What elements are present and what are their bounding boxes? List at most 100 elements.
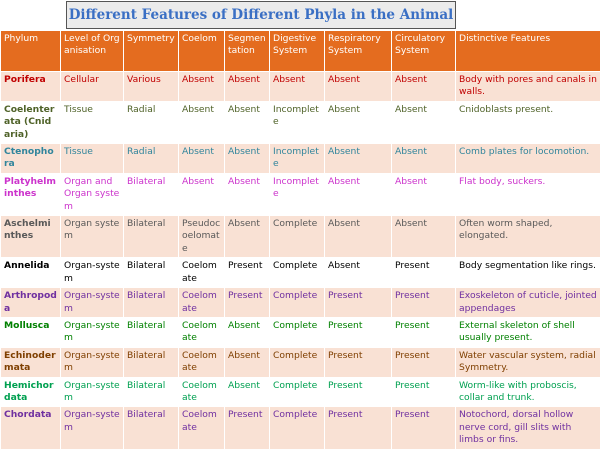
column-header: Coelom <box>179 31 225 72</box>
table-cell: Absent <box>225 377 270 407</box>
phylum-name-cell: Ctenophora <box>1 144 61 174</box>
table-cell: Bilateral <box>124 347 179 377</box>
table-cell: Flat body, suckers. <box>456 173 600 215</box>
phylum-name-cell: Annelida <box>1 258 61 288</box>
table-cell: Absent <box>179 173 225 215</box>
table-cell: Present <box>325 317 392 347</box>
table-cell: Absent <box>225 317 270 347</box>
table-cell: Incomplete <box>270 173 325 215</box>
table-cell: Present <box>225 288 270 318</box>
phylum-name-cell: Arthropoda <box>1 288 61 318</box>
column-header: Segmentation <box>225 31 270 72</box>
table-cell: Coelomate <box>179 288 225 318</box>
table-cell: Absent <box>392 173 456 215</box>
phylum-name-cell: Porifera <box>1 72 61 102</box>
phylum-name-cell: Hemichordata <box>1 377 61 407</box>
table-cell: Present <box>392 347 456 377</box>
table-cell: Tissue <box>61 144 124 174</box>
phylum-name-cell: Mollusca <box>1 317 61 347</box>
column-header: Digestive System <box>270 31 325 72</box>
table-cell: Bilateral <box>124 317 179 347</box>
table-cell: Coelomate <box>179 258 225 288</box>
table-cell: Present <box>392 407 456 449</box>
table-cell: Absent <box>392 216 456 258</box>
table-cell: Present <box>325 288 392 318</box>
table-cell: Complete <box>270 377 325 407</box>
table-cell: Exoskeleton of cuticle, jointed appendag… <box>456 288 600 318</box>
phylum-name-cell: Aschelminthes <box>1 216 61 258</box>
table-cell: Absent <box>392 101 456 143</box>
table-cell: Bilateral <box>124 377 179 407</box>
table-cell: Absent <box>325 144 392 174</box>
table-cell: Absent <box>392 72 456 102</box>
table-cell: Organ-system <box>61 347 124 377</box>
table-cell: Bilateral <box>124 288 179 318</box>
table-cell: Incomplete <box>270 101 325 143</box>
table-cell: Organ-system <box>61 377 124 407</box>
table-cell: Various <box>124 72 179 102</box>
table-cell: Notochord, dorsal hollow nerve cord, gil… <box>456 407 600 449</box>
table-cell: Absent <box>270 72 325 102</box>
table-cell: Absent <box>325 216 392 258</box>
table-cell: Present <box>225 258 270 288</box>
table-cell: Body segmentation like rings. <box>456 258 600 288</box>
column-header: Symmetry <box>124 31 179 72</box>
table-cell: Bilateral <box>124 216 179 258</box>
table-cell: Cellular <box>61 72 124 102</box>
table-cell: Coelomate <box>179 407 225 449</box>
table-cell: Absent <box>225 347 270 377</box>
phylum-name-cell: Coelenterata (Cnidaria) <box>1 101 61 143</box>
table-cell: Absent <box>325 258 392 288</box>
table-cell: Organ and Organ system <box>61 173 124 215</box>
table-cell: Complete <box>270 317 325 347</box>
table-cell: Absent <box>179 144 225 174</box>
table-cell: Absent <box>325 101 392 143</box>
table-cell: Body with pores and canals in walls. <box>456 72 600 102</box>
phylum-name-cell: Chordata <box>1 407 61 449</box>
table-cell: Comb plates for locomotion. <box>456 144 600 174</box>
table-cell: Present <box>392 288 456 318</box>
phylum-name-cell: Echinodermata <box>1 347 61 377</box>
table-cell: Often worm shaped, elongated. <box>456 216 600 258</box>
table-cell: Absent <box>225 101 270 143</box>
phyla-table: Phylum Level of Organisation Symmetry Co… <box>0 30 600 450</box>
table-cell: Complete <box>270 216 325 258</box>
table-cell: Absent <box>179 101 225 143</box>
table-cell: Absent <box>225 173 270 215</box>
table-cell: Absent <box>325 72 392 102</box>
table-cell: Absent <box>325 173 392 215</box>
table-cell: Coelomate <box>179 377 225 407</box>
column-header: Circulatory System <box>392 31 456 72</box>
table-cell: Tissue <box>61 101 124 143</box>
table-cell: Coelomate <box>179 317 225 347</box>
table-cell: Bilateral <box>124 258 179 288</box>
table-cell: Complete <box>270 347 325 377</box>
table-cell: Organ-system <box>61 407 124 449</box>
table-cell: Absent <box>179 72 225 102</box>
table-cell: Pseudocoelomate <box>179 216 225 258</box>
table-cell: External skeleton of shell usually prese… <box>456 317 600 347</box>
table-cell: Complete <box>270 288 325 318</box>
phylum-name-cell: Platyhelminthes <box>1 173 61 215</box>
table-cell: Present <box>392 258 456 288</box>
column-header: Distinctive Features <box>456 31 600 72</box>
table-cell: Absent <box>392 144 456 174</box>
table-cell: Coelomate <box>179 347 225 377</box>
table-cell: Organ-system <box>61 258 124 288</box>
table-cell: Absent <box>225 144 270 174</box>
table-cell: Worm-like with proboscis, collar and tru… <box>456 377 600 407</box>
header-row: Phylum Level of Organisation Symmetry Co… <box>1 31 600 72</box>
page-title: Different Features of Different Phyla in… <box>66 1 456 29</box>
table-cell: Absent <box>225 216 270 258</box>
table-cell: Organ-system <box>61 317 124 347</box>
